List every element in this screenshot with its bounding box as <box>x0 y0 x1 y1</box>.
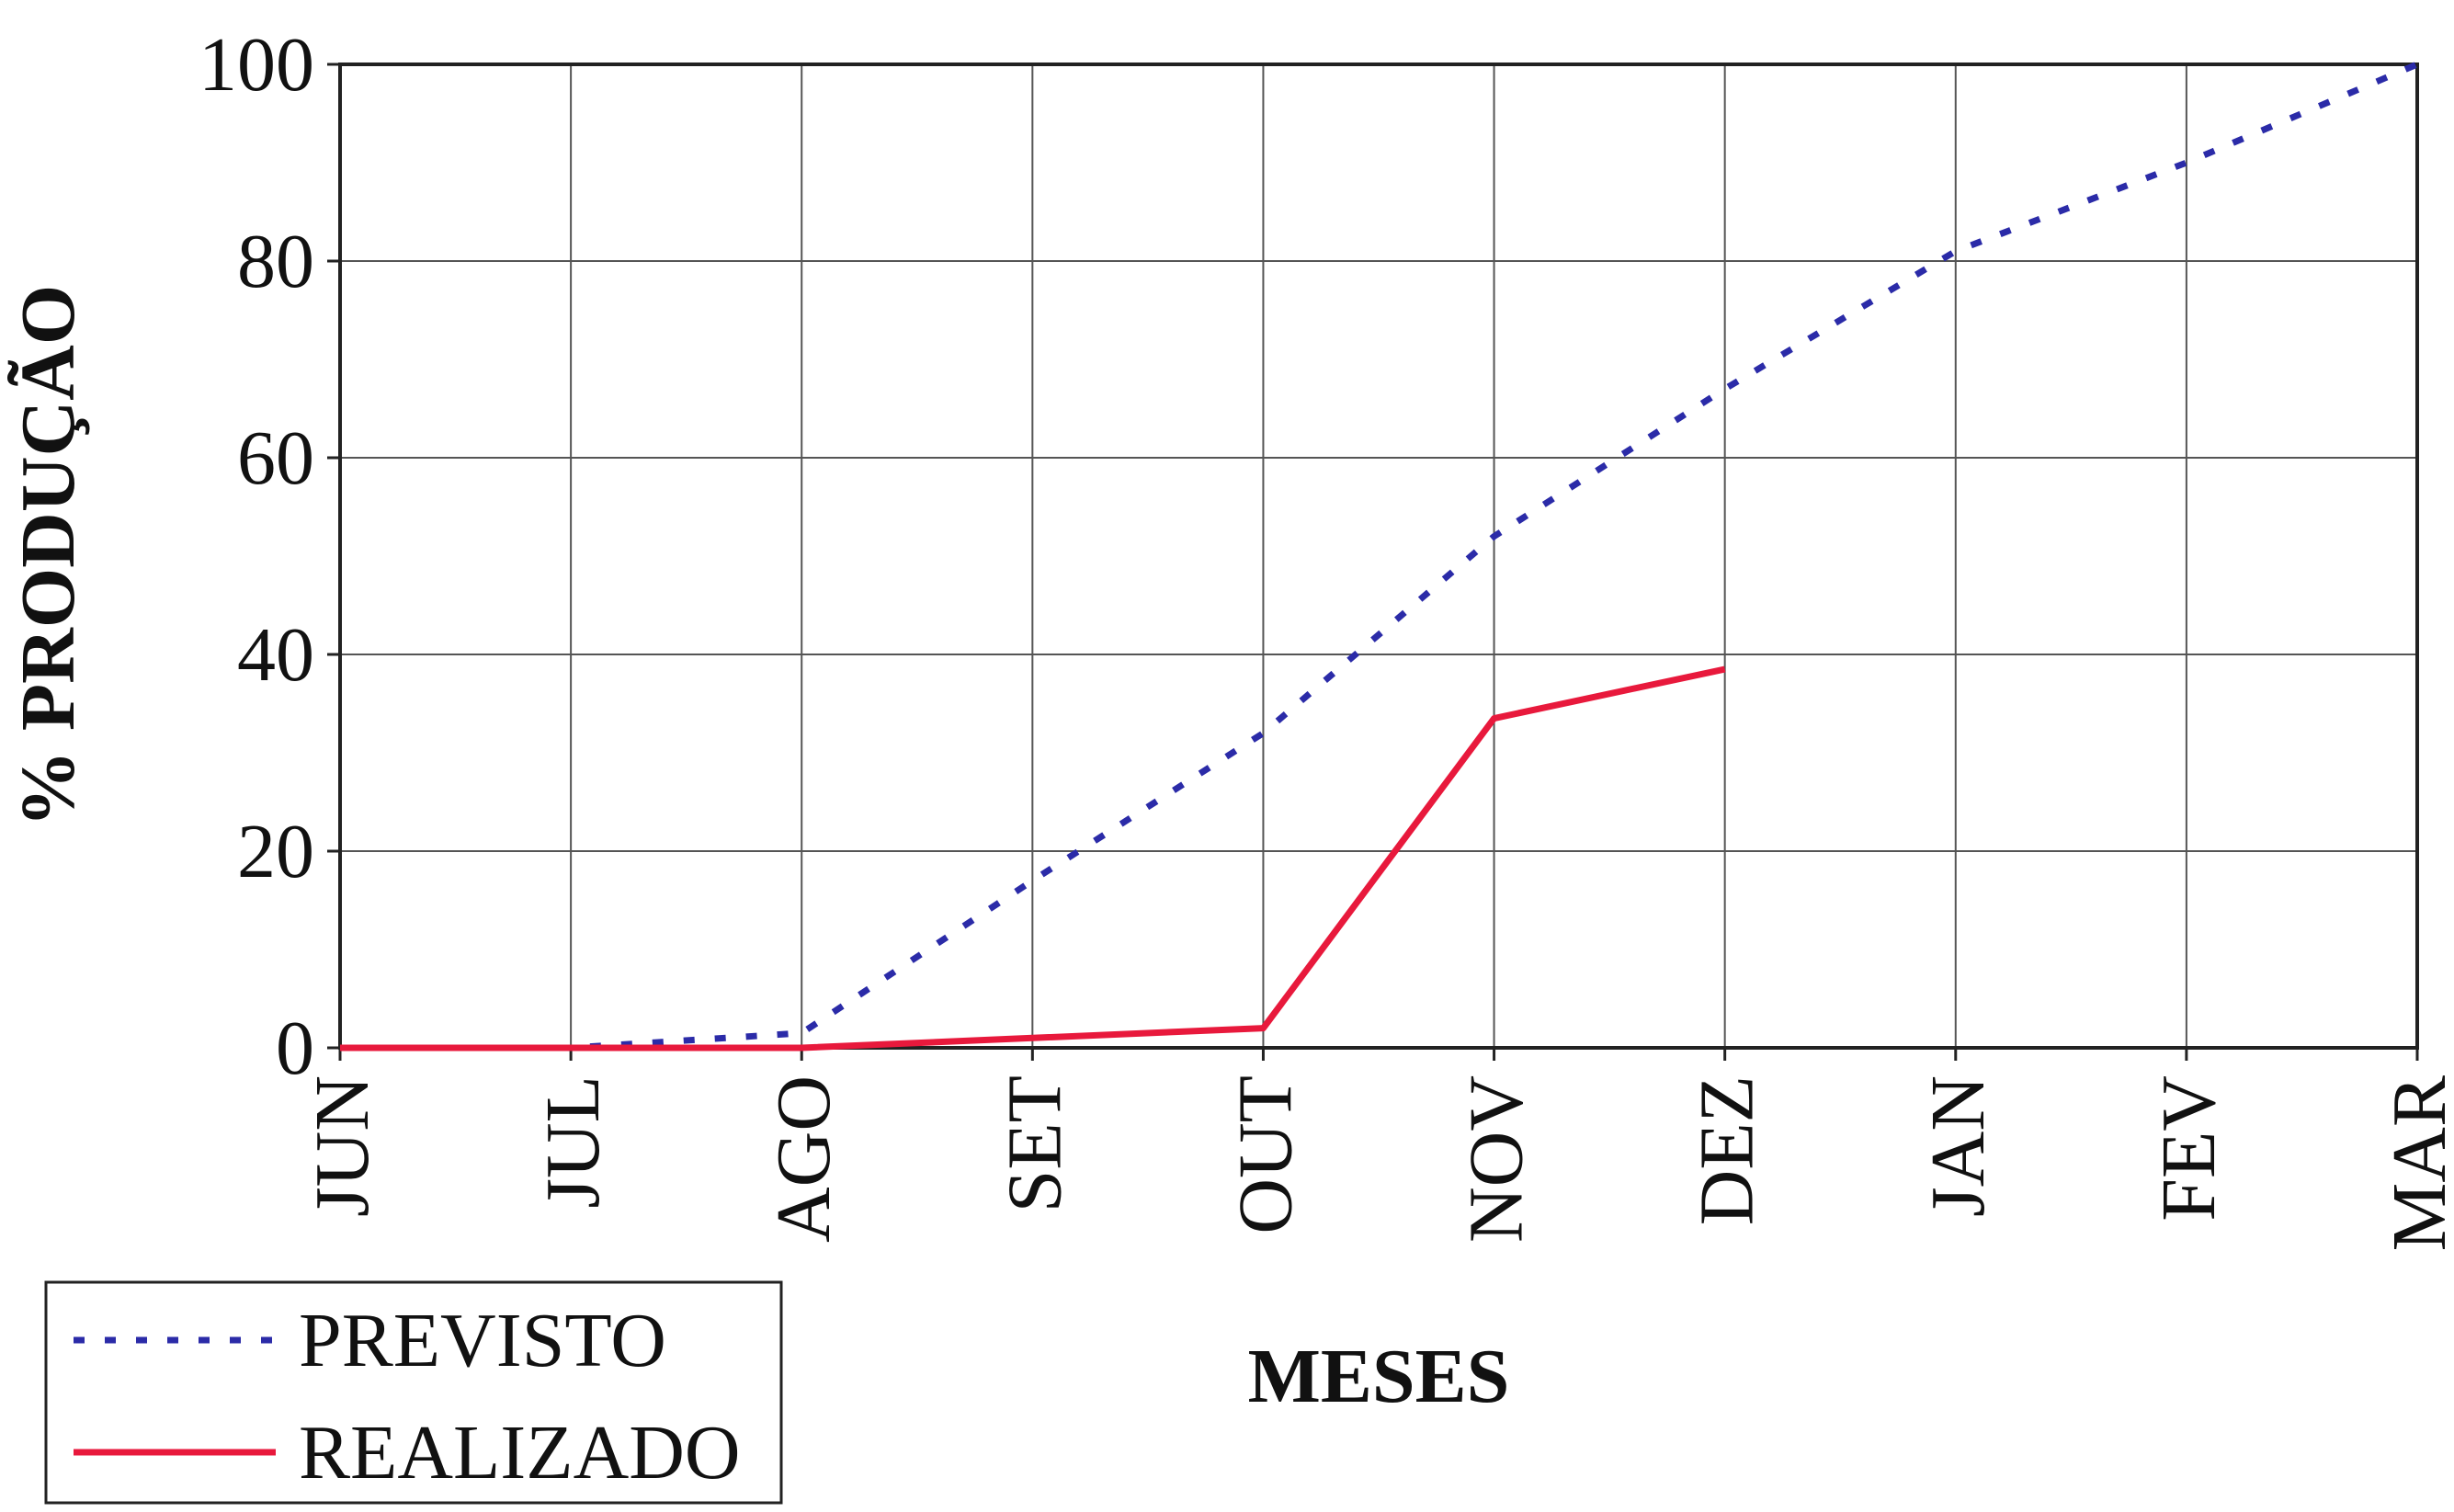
y-axis-title: % PRODUÇÃO <box>6 285 91 827</box>
y-tick-label-60: 60 <box>237 415 314 501</box>
plot-frame <box>327 64 2417 1061</box>
x-tick-labels: JUN JUL AGO SET OUT NOV DEZ JAN FEV MAR <box>300 1075 2454 1251</box>
x-tick-label-fev: FEV <box>2146 1075 2232 1222</box>
legend-label-previsto: PREVISTO <box>299 1298 666 1383</box>
x-tick-label-ago: AGO <box>761 1075 846 1243</box>
y-tick-label-100: 100 <box>199 22 314 108</box>
x-tick-label-jul: JUL <box>530 1075 616 1209</box>
series-layer <box>340 64 2417 1048</box>
x-tick-label-out: OUT <box>1222 1075 1308 1234</box>
y-tick-label-20: 20 <box>237 809 314 894</box>
x-tick-label-mar: MAR <box>2377 1075 2454 1251</box>
y-tick-label-40: 40 <box>237 612 314 698</box>
x-tick-label-nov: NOV <box>1454 1075 1539 1243</box>
x-axis-title: MESES <box>1248 1334 1510 1419</box>
x-tick-label-dez: DEZ <box>1685 1075 1770 1225</box>
grid-layer <box>340 64 2417 1048</box>
x-tick-label-jan: JAN <box>1915 1075 2001 1217</box>
legend: PREVISTO REALIZADO <box>46 1282 781 1503</box>
x-tick-label-jun: JUN <box>300 1075 385 1217</box>
plot-border <box>340 64 2417 1048</box>
y-tick-label-80: 80 <box>237 219 314 304</box>
x-tick-label-set: SET <box>992 1075 1077 1212</box>
series-line-previsto <box>340 64 2417 1048</box>
legend-label-realizado: REALIZADO <box>299 1410 741 1495</box>
